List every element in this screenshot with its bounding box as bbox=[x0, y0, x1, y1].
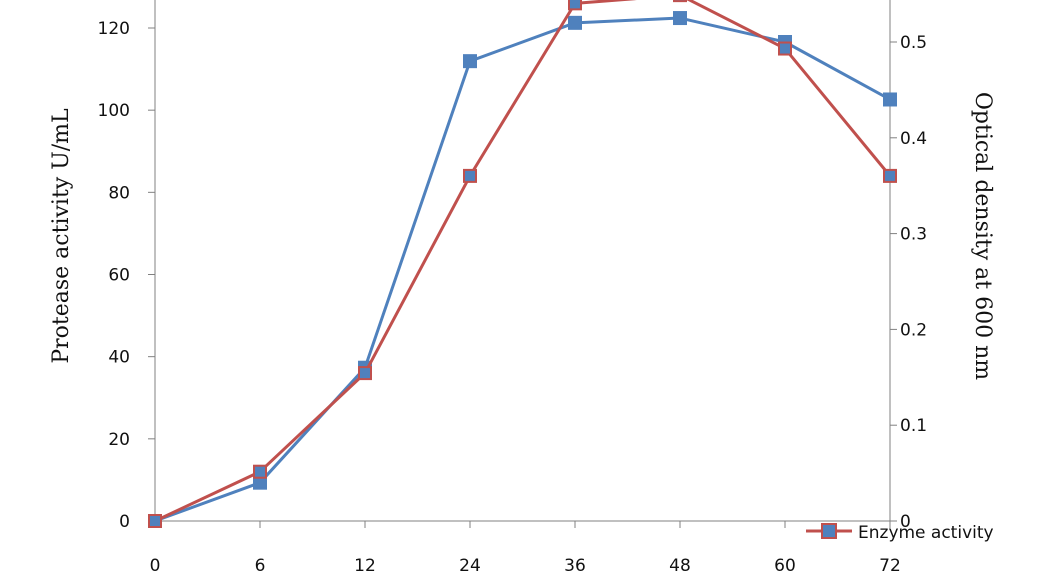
x-tick-label: 6 bbox=[255, 556, 266, 576]
x-tick-label: 48 bbox=[669, 556, 691, 576]
series-point-0 bbox=[568, 0, 582, 11]
y-left-tick-label: 100 bbox=[98, 101, 130, 121]
y-left-tick-label: 80 bbox=[108, 183, 130, 203]
series-point-0 bbox=[358, 366, 372, 381]
series-point-1 bbox=[883, 92, 897, 107]
ticks-layer: 0 6 12 24 36 48 60 72 0 20 40 60 80 100 120 0 0.1 0.2 0.3 0… bbox=[98, 19, 928, 576]
series-point-0 bbox=[148, 514, 162, 528]
legend: Enzyme activity bbox=[806, 523, 994, 543]
y-right-tick-label: 0.2 bbox=[900, 320, 927, 340]
axes bbox=[148, 0, 897, 528]
series-point-0 bbox=[463, 168, 477, 183]
y-right-axis-title: Optical density at 600 nm bbox=[970, 92, 995, 380]
series-line-0 bbox=[154, 0, 892, 523]
y-left-tick-label: 40 bbox=[108, 348, 130, 368]
y-left-tick-label: 0 bbox=[119, 512, 130, 532]
series-point-1 bbox=[568, 15, 582, 30]
series-line-1 bbox=[154, 16, 891, 523]
x-tick-label: 24 bbox=[459, 556, 481, 576]
y-left-tick-label: 20 bbox=[108, 430, 130, 450]
legend-marker bbox=[821, 523, 837, 539]
x-tick-label: 72 bbox=[879, 556, 901, 576]
x-tick-label: 0 bbox=[150, 556, 161, 576]
y-right-tick-label: 0 bbox=[900, 512, 911, 532]
legend-label: Enzyme activity bbox=[858, 523, 994, 543]
series-point-1 bbox=[463, 54, 477, 69]
x-tick-label: 60 bbox=[774, 556, 796, 576]
series-point-0 bbox=[673, 0, 687, 3]
y-right-tick-label: 0.5 bbox=[900, 33, 927, 53]
y-left-tick-label: 120 bbox=[98, 19, 130, 39]
series-layer bbox=[148, 0, 897, 528]
y-right-tick-label: 0.1 bbox=[900, 416, 927, 436]
y-right-tick-label: 0.3 bbox=[900, 225, 927, 245]
series-point-1 bbox=[673, 11, 687, 26]
x-tick-label: 12 bbox=[354, 556, 376, 576]
series-point-0 bbox=[883, 168, 897, 183]
y-left-tick-label: 60 bbox=[108, 266, 130, 286]
series-point-0 bbox=[778, 41, 792, 56]
y-right-tick-label: 0.4 bbox=[900, 129, 927, 149]
y-left-axis-title: Protease activity U/mL bbox=[49, 108, 74, 364]
series-point-0 bbox=[253, 464, 267, 479]
x-tick-label: 36 bbox=[564, 556, 586, 576]
